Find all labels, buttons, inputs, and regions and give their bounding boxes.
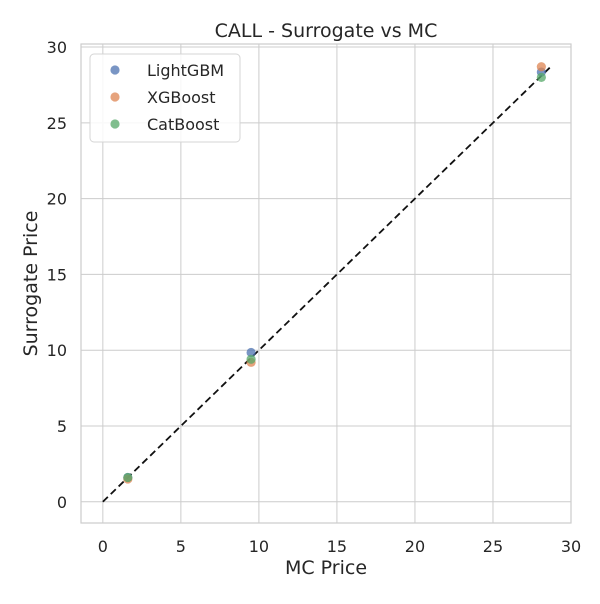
- y-tick-labels: 0 5 10 15 20 25 30: [47, 38, 67, 512]
- y-tick-label: 30: [47, 38, 67, 57]
- point-catboost: [536, 72, 546, 82]
- y-tick-label: 15: [47, 265, 67, 284]
- point-lightgbm: [246, 347, 256, 358]
- reference-line-group: [102, 66, 552, 503]
- data-points: [123, 62, 546, 484]
- legend-box: [89, 53, 241, 143]
- x-tick-label: 5: [176, 537, 186, 556]
- x-tick-label: 0: [98, 537, 108, 556]
- point-xgboost: [536, 62, 546, 72]
- x-axis-label: MC Price: [285, 557, 367, 579]
- legend-label-catboost: CatBoost: [147, 115, 219, 134]
- x-tick-label: 30: [561, 537, 581, 556]
- y-axis-label: Surrogate Price: [20, 211, 42, 357]
- reference-line: [102, 66, 552, 503]
- x-tick-labels: 0 5 10 15 20 25 30: [98, 537, 581, 556]
- point-catboost: [246, 354, 256, 364]
- chart-title: CALL - Surrogate vs MC: [215, 20, 438, 42]
- legend-label-lightgbm: LightGBM: [147, 61, 224, 80]
- legend-marker-xgboost: [110, 92, 120, 102]
- legend: LightGBM XGBoost CatBoost: [89, 53, 241, 143]
- y-tick-label: 10: [47, 341, 67, 360]
- legend-marker-lightgbm: [110, 65, 120, 75]
- plot-frame: [80, 43, 572, 524]
- x-tick-label: 20: [405, 537, 425, 556]
- x-tick-label: 25: [483, 537, 503, 556]
- point-catboost: [123, 472, 133, 483]
- y-tick-label: 5: [57, 417, 67, 436]
- y-tick-label: 0: [57, 493, 67, 512]
- x-tick-label: 10: [249, 537, 269, 556]
- y-tick-label: 20: [47, 190, 67, 209]
- legend-label-xgboost: XGBoost: [147, 88, 216, 107]
- y-tick-label: 25: [47, 114, 67, 133]
- x-tick-label: 15: [327, 537, 347, 556]
- legend-marker-catboost: [110, 119, 120, 129]
